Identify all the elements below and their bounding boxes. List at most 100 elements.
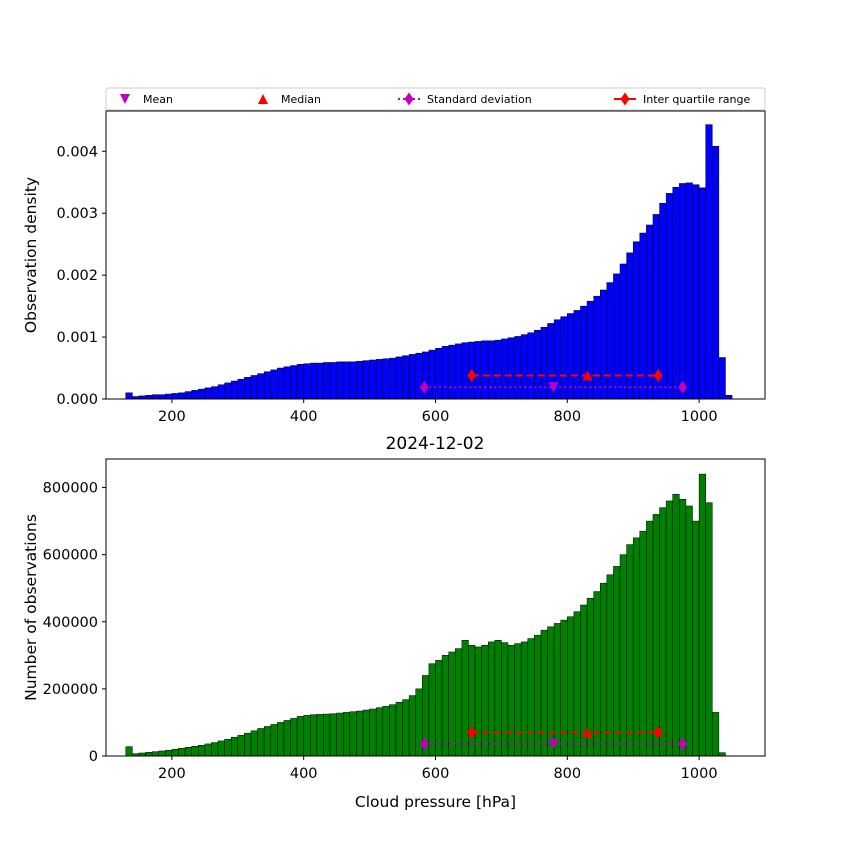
mean-marker [548, 738, 559, 749]
histogram-bar [613, 273, 621, 400]
legend-item-median: Median [258, 93, 321, 106]
std-marker [678, 380, 688, 394]
histogram-bar [375, 359, 384, 400]
iqr-marker [467, 368, 477, 382]
histogram-bar [547, 626, 555, 757]
histogram-bar [395, 356, 403, 400]
histogram-bar [435, 347, 443, 400]
legend-label: Median [281, 93, 321, 106]
histogram-bar [632, 537, 641, 757]
std-marker [419, 380, 429, 394]
histogram-bar [250, 375, 258, 400]
histogram-bar [257, 373, 265, 400]
histogram-bar [250, 730, 258, 757]
y-axis-label: Number of observations [22, 514, 40, 701]
iqr-marker [653, 726, 663, 740]
legend-median-icon [258, 94, 268, 104]
histogram-bar [184, 391, 192, 400]
histogram-bar [165, 750, 173, 757]
histogram-bar [316, 714, 324, 757]
histogram-bar [369, 359, 377, 400]
histogram-bar [277, 367, 285, 400]
histogram-bar [316, 362, 324, 400]
histogram-bar [303, 363, 311, 400]
histogram-bar [573, 310, 581, 400]
histogram-bar [448, 651, 456, 757]
histogram-bar [606, 574, 614, 757]
legend-item-std: Standard deviation [398, 92, 532, 106]
histogram-bar [277, 722, 285, 757]
histogram-bar [230, 736, 239, 757]
histogram-bar [527, 638, 535, 757]
histogram-bar [520, 334, 529, 400]
histogram-bar [580, 305, 588, 400]
histogram-bar [481, 340, 489, 400]
histogram-bar [501, 338, 509, 400]
y-tick-label: 0.003 [56, 206, 98, 222]
chart-title: 2024-12-02 [386, 434, 485, 454]
histogram-bar [560, 619, 568, 757]
histogram-bar [402, 355, 410, 400]
histogram-bar [323, 713, 331, 757]
histogram-bar [573, 611, 581, 757]
histogram-bar [336, 712, 344, 757]
histogram-bar [165, 393, 173, 400]
histogram-bar [389, 704, 397, 757]
histogram-bar [171, 393, 179, 400]
x-tick-label: 600 [422, 766, 450, 782]
histogram-bar [474, 646, 482, 757]
histogram-bar [461, 342, 469, 400]
x-tick-label: 800 [553, 409, 581, 425]
histogram-bar [323, 362, 331, 400]
histogram-bar [310, 362, 318, 400]
y-tick-label: 200000 [43, 682, 98, 698]
histogram-bar [204, 387, 212, 400]
histogram-bar [461, 639, 469, 757]
histogram-bar [191, 390, 199, 400]
median-marker [582, 727, 593, 738]
histogram-bar [501, 642, 509, 757]
histogram-bar [402, 699, 410, 757]
histogram-bar [514, 643, 522, 757]
histogram-bar [527, 332, 535, 400]
legend-box [105, 87, 766, 111]
histogram-bar [646, 224, 654, 400]
histogram-bar [619, 554, 627, 757]
histogram-bar [626, 544, 634, 757]
histogram-bar [520, 641, 529, 757]
statistics [419, 726, 688, 751]
histogram-bar [652, 514, 660, 757]
histogram-bar [586, 300, 594, 400]
histogram-bar [362, 709, 370, 757]
histogram-bar [375, 707, 384, 757]
histogram-bar [158, 750, 166, 757]
x-axis-label: Cloud pressure [hPa] [355, 793, 516, 811]
histogram-bar [244, 732, 252, 757]
x-tick-label: 400 [290, 409, 318, 425]
histogram-bar [125, 392, 133, 400]
histogram-bar [349, 361, 357, 400]
legend-label: Mean [143, 93, 173, 106]
mean-marker [548, 382, 559, 393]
histogram-bar [369, 708, 377, 757]
histogram-bar [639, 530, 647, 757]
legend-item-iqr: Inter quartile range [614, 92, 750, 106]
histogram-bar [600, 289, 608, 400]
histogram-bar [145, 752, 153, 757]
x-tick-label: 200 [158, 409, 186, 425]
x-tick-label: 200 [158, 766, 186, 782]
histogram-bar [382, 358, 390, 400]
histogram-bar [718, 752, 726, 757]
histogram-bar [698, 187, 706, 400]
iqr-marker [653, 368, 663, 382]
y-tick-label: 0.000 [56, 392, 98, 408]
histogram-bar [270, 724, 278, 757]
histogram-bar [441, 346, 449, 400]
std-marker [419, 737, 429, 751]
histogram-bar [507, 337, 515, 400]
statistics [419, 368, 688, 394]
histogram-bar [593, 295, 601, 400]
histogram-bar [692, 184, 700, 400]
histogram-bar [257, 728, 265, 757]
legend-mean-icon [120, 94, 130, 104]
